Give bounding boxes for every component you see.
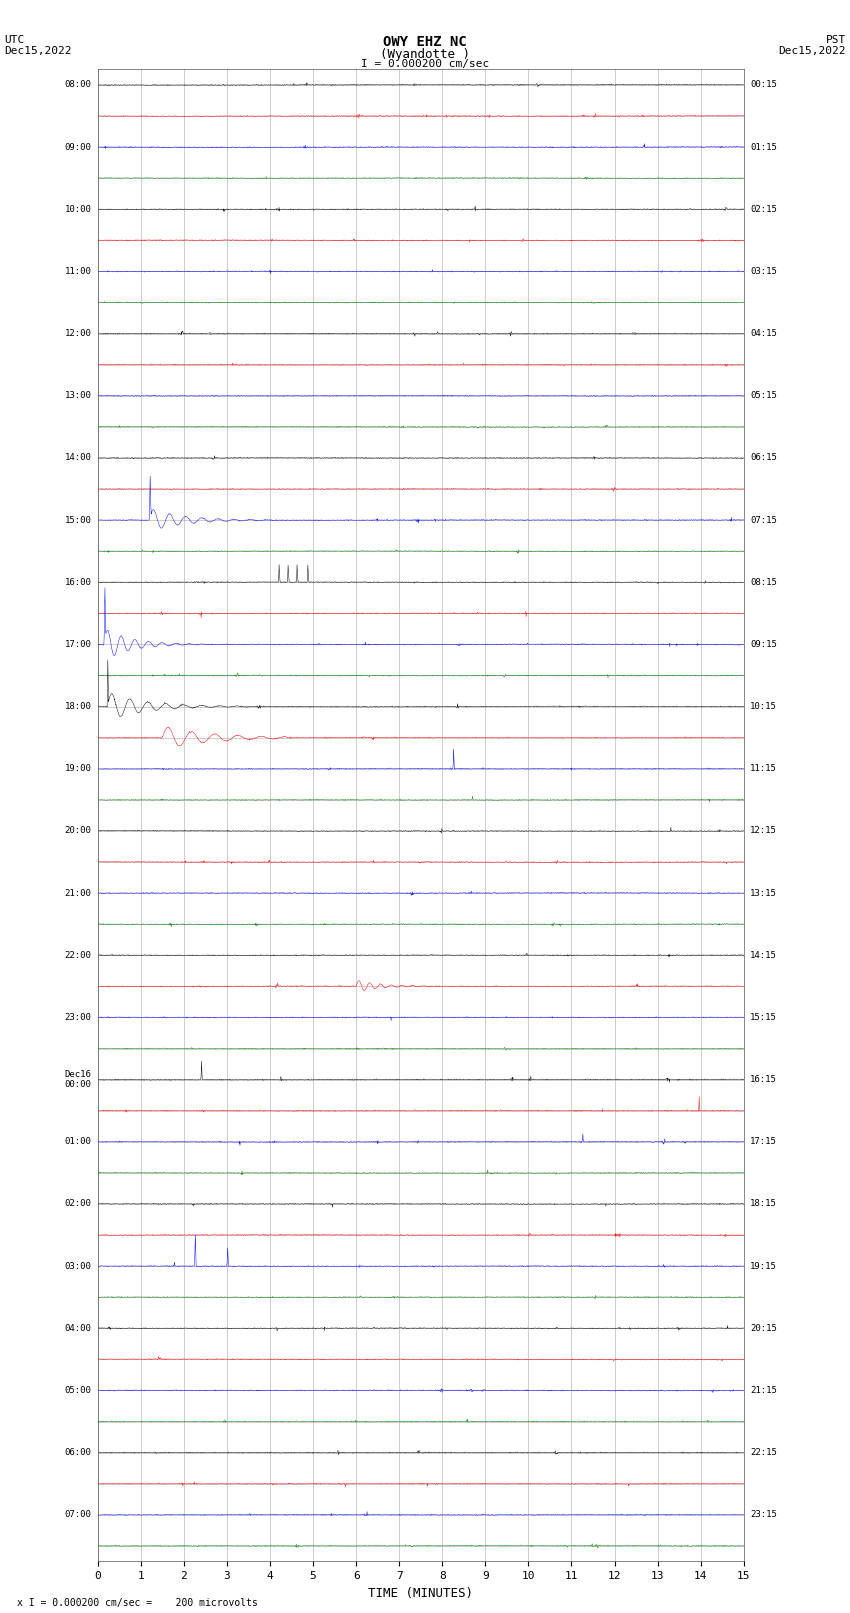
- Text: 21:00: 21:00: [65, 889, 91, 897]
- Text: 17:15: 17:15: [751, 1137, 777, 1147]
- Text: 23:15: 23:15: [751, 1510, 777, 1519]
- Text: 02:15: 02:15: [751, 205, 777, 215]
- Text: 19:00: 19:00: [65, 765, 91, 773]
- Text: 15:00: 15:00: [65, 516, 91, 524]
- Text: 18:00: 18:00: [65, 702, 91, 711]
- Text: 09:15: 09:15: [751, 640, 777, 648]
- Text: 08:15: 08:15: [751, 577, 777, 587]
- Text: I = 0.000200 cm/sec: I = 0.000200 cm/sec: [361, 58, 489, 69]
- Text: 04:15: 04:15: [751, 329, 777, 339]
- Text: 20:00: 20:00: [65, 826, 91, 836]
- Text: 13:15: 13:15: [751, 889, 777, 897]
- Text: 05:00: 05:00: [65, 1386, 91, 1395]
- Text: 01:00: 01:00: [65, 1137, 91, 1147]
- Text: Dec16
00:00: Dec16 00:00: [65, 1069, 91, 1089]
- Text: 10:00: 10:00: [65, 205, 91, 215]
- Text: 16:15: 16:15: [751, 1076, 777, 1084]
- Text: 14:00: 14:00: [65, 453, 91, 463]
- Text: 06:00: 06:00: [65, 1448, 91, 1457]
- Text: 17:00: 17:00: [65, 640, 91, 648]
- Text: 18:15: 18:15: [751, 1200, 777, 1208]
- Text: 22:15: 22:15: [751, 1448, 777, 1457]
- Text: 00:15: 00:15: [751, 81, 777, 89]
- Text: 03:15: 03:15: [751, 266, 777, 276]
- Text: 04:00: 04:00: [65, 1324, 91, 1332]
- Text: 05:15: 05:15: [751, 392, 777, 400]
- Text: 12:15: 12:15: [751, 826, 777, 836]
- Text: 06:15: 06:15: [751, 453, 777, 463]
- Text: 12:00: 12:00: [65, 329, 91, 339]
- Text: UTC
Dec15,2022: UTC Dec15,2022: [4, 35, 71, 56]
- X-axis label: TIME (MINUTES): TIME (MINUTES): [368, 1587, 473, 1600]
- Text: 07:15: 07:15: [751, 516, 777, 524]
- Text: 09:00: 09:00: [65, 142, 91, 152]
- Text: 22:00: 22:00: [65, 950, 91, 960]
- Text: 08:00: 08:00: [65, 81, 91, 89]
- Text: 14:15: 14:15: [751, 950, 777, 960]
- Text: PST
Dec15,2022: PST Dec15,2022: [779, 35, 846, 56]
- Text: 01:15: 01:15: [751, 142, 777, 152]
- Text: 02:00: 02:00: [65, 1200, 91, 1208]
- Text: 20:15: 20:15: [751, 1324, 777, 1332]
- Text: x I = 0.000200 cm/sec =    200 microvolts: x I = 0.000200 cm/sec = 200 microvolts: [17, 1598, 258, 1608]
- Text: OWY EHZ NC: OWY EHZ NC: [383, 35, 467, 48]
- Text: (Wyandotte ): (Wyandotte ): [380, 47, 470, 61]
- Text: 15:15: 15:15: [751, 1013, 777, 1023]
- Text: 07:00: 07:00: [65, 1510, 91, 1519]
- Text: 16:00: 16:00: [65, 577, 91, 587]
- Text: 21:15: 21:15: [751, 1386, 777, 1395]
- Text: 11:15: 11:15: [751, 765, 777, 773]
- Text: 11:00: 11:00: [65, 266, 91, 276]
- Text: 23:00: 23:00: [65, 1013, 91, 1023]
- Text: 19:15: 19:15: [751, 1261, 777, 1271]
- Text: 10:15: 10:15: [751, 702, 777, 711]
- Text: 03:00: 03:00: [65, 1261, 91, 1271]
- Text: 13:00: 13:00: [65, 392, 91, 400]
